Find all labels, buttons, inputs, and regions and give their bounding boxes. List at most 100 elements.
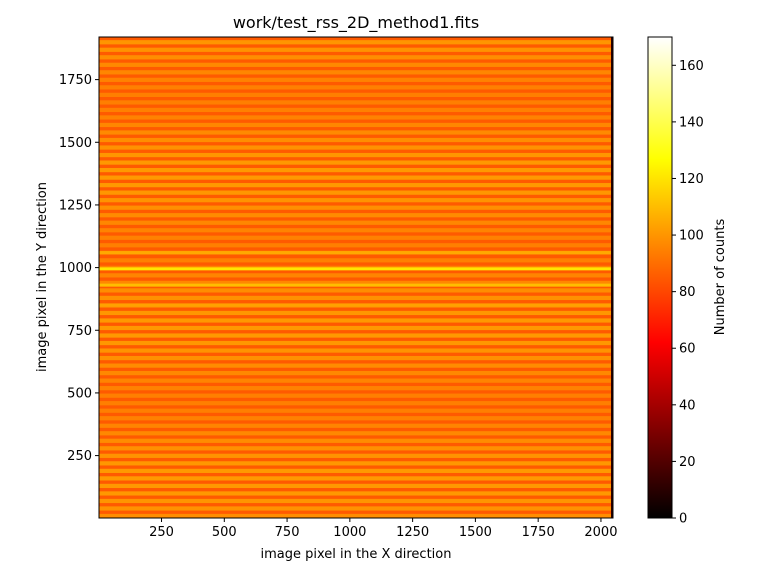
fiber-trace-row (99, 190, 613, 195)
colorbar-label: Number of counts (713, 219, 728, 336)
fiber-trace-row (99, 453, 613, 458)
fiber-trace-row (99, 55, 613, 60)
fiber-trace-row (99, 325, 613, 331)
fiber-trace-row (99, 100, 613, 105)
colorbar-tick-label: 140 (679, 115, 704, 130)
fiber-trace-row (99, 40, 613, 45)
fiber-trace-row (99, 183, 613, 188)
fiber-trace-row (99, 137, 613, 143)
fiber-trace-row (99, 145, 613, 150)
colorbar-tick-label: 120 (679, 172, 704, 187)
y-axis-label: image pixel in the Y direction (35, 182, 50, 372)
fiber-trace-row (99, 363, 613, 368)
fiber-trace-row (99, 167, 613, 173)
fiber-trace-row (99, 235, 613, 240)
fiber-trace-row (99, 115, 613, 120)
fiber-trace-row (99, 491, 613, 496)
heatmap-image (99, 37, 613, 519)
edge-column (611, 37, 613, 518)
colorbar-tick-label: 0 (679, 512, 687, 527)
bright-row (99, 303, 613, 307)
x-tick-label: 750 (275, 525, 300, 540)
fiber-trace-row (99, 85, 613, 90)
x-tick-label: 500 (212, 525, 237, 540)
colorbar-tick-label: 160 (679, 59, 704, 74)
colorbar-tick-label: 60 (679, 342, 696, 357)
bright-row (99, 283, 613, 287)
fiber-trace-row (99, 258, 613, 263)
fiber-trace-row (99, 318, 613, 323)
fiber-trace-row (99, 273, 613, 278)
fiber-trace-row (99, 506, 613, 511)
fiber-trace-row (99, 386, 613, 391)
colorbar (647, 36, 673, 519)
colorbar-tick-label: 80 (679, 285, 696, 300)
fiber-trace-row (99, 228, 613, 233)
fiber-trace-row (99, 408, 613, 413)
x-axis-ticks: 250 500 750 1000 1250 1500 1750 2000 (149, 518, 617, 540)
fiber-trace-row (99, 205, 613, 210)
fiber-trace-row (99, 160, 613, 165)
fiber-trace-row (99, 431, 613, 436)
colorbar-ticks: 0 20 40 60 80 100 120 140 160 (672, 59, 704, 527)
fiber-trace-row (99, 371, 613, 376)
fiber-trace-row (99, 401, 613, 406)
fiber-trace-row (99, 130, 613, 135)
colorbar-tick-label: 40 (679, 398, 696, 413)
fiber-trace-row (99, 107, 613, 113)
fiber-trace-row (99, 498, 613, 504)
fiber-trace-row (99, 310, 613, 316)
x-tick-label: 1500 (459, 525, 492, 540)
x-tick-label: 2000 (584, 525, 617, 540)
fiber-trace-row (99, 438, 613, 443)
fiber-trace-row (99, 355, 613, 361)
fiber-trace-row (99, 77, 613, 82)
x-tick-label: 250 (149, 525, 174, 540)
fiber-trace-row (99, 378, 613, 383)
x-tick-label: 1000 (333, 525, 366, 540)
fiber-trace-row (99, 92, 613, 98)
fiber-trace-row (99, 175, 613, 180)
y-tick-label: 1750 (59, 73, 92, 88)
bright-row (99, 267, 613, 271)
fiber-trace-row (99, 446, 613, 451)
fiber-trace-row (99, 198, 613, 203)
y-tick-label: 1000 (59, 261, 92, 276)
fiber-trace-row (99, 288, 613, 293)
fiber-trace-row (99, 393, 613, 398)
fiber-trace-row (99, 220, 613, 225)
y-tick-label: 1250 (59, 198, 92, 213)
colorbar-tick-label: 20 (679, 455, 696, 470)
fiber-trace-row (99, 468, 613, 473)
fiber-trace-row (99, 513, 613, 519)
fiber-trace-row (99, 280, 613, 285)
y-tick-label: 1500 (59, 136, 92, 151)
fiber-trace-row (99, 70, 613, 75)
fiber-trace-row (99, 213, 613, 218)
fiber-trace-row (99, 416, 613, 421)
fiber-trace-row (99, 333, 613, 338)
bright-row (99, 251, 613, 255)
fiber-trace-row (99, 152, 613, 158)
fiber-trace-row (99, 340, 613, 346)
x-tick-label: 1750 (522, 525, 555, 540)
y-tick-label: 500 (67, 386, 92, 401)
fiber-trace-row (99, 483, 613, 489)
x-tick-label: 1250 (396, 525, 429, 540)
chart-title: work/test_rss_2D_method1.fits (233, 13, 479, 33)
fiber-trace-row (99, 461, 613, 466)
fiber-trace-row (99, 122, 613, 128)
y-tick-label: 250 (67, 449, 92, 464)
y-axis-ticks: 250 500 750 1000 1250 1500 1750 (59, 73, 99, 464)
fiber-trace-row (99, 47, 613, 52)
fiber-trace-row (99, 423, 613, 428)
x-axis-label: image pixel in the X direction (261, 547, 452, 562)
fiber-trace-row (99, 476, 613, 481)
fiber-trace-row (99, 348, 613, 353)
fiber-trace-row (99, 243, 613, 248)
fiber-trace-row (99, 62, 613, 67)
plot-frame (98, 36, 614, 519)
colorbar-tick-label: 100 (679, 229, 704, 244)
y-tick-label: 750 (67, 324, 92, 339)
